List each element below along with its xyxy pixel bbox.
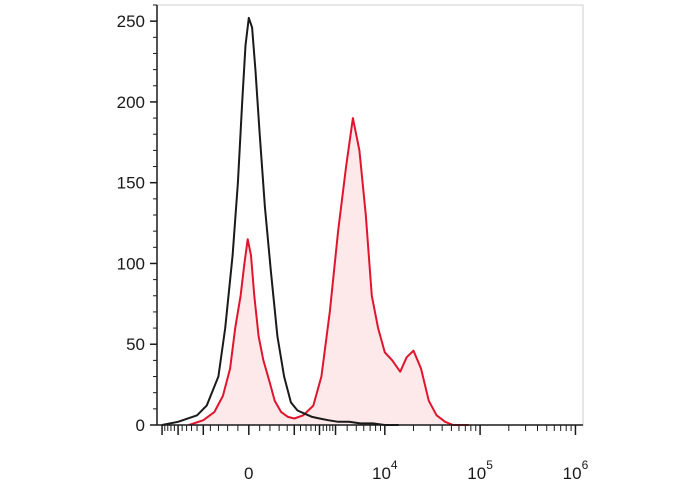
y-tick-label: 150: [117, 174, 145, 193]
series-1-line: [188, 117, 469, 426]
series-1-area: [189, 118, 469, 425]
y-tick-label: 200: [117, 93, 145, 112]
y-tick-label: 250: [117, 12, 145, 31]
series-0-line: [161, 16, 399, 426]
y-tick-label: 100: [117, 254, 145, 273]
x-tick-label: 106: [563, 458, 589, 483]
axis-layer: 0 50 100 150 200 250 0 104 105 106: [117, 4, 589, 483]
x-tick-label: 104: [372, 458, 398, 483]
series-layer: [161, 16, 469, 426]
x-tick-label: 0: [244, 464, 253, 483]
x-tick-label: 105: [467, 458, 493, 483]
y-tick-label: 50: [126, 335, 145, 354]
y-tick-label: 0: [136, 416, 145, 435]
